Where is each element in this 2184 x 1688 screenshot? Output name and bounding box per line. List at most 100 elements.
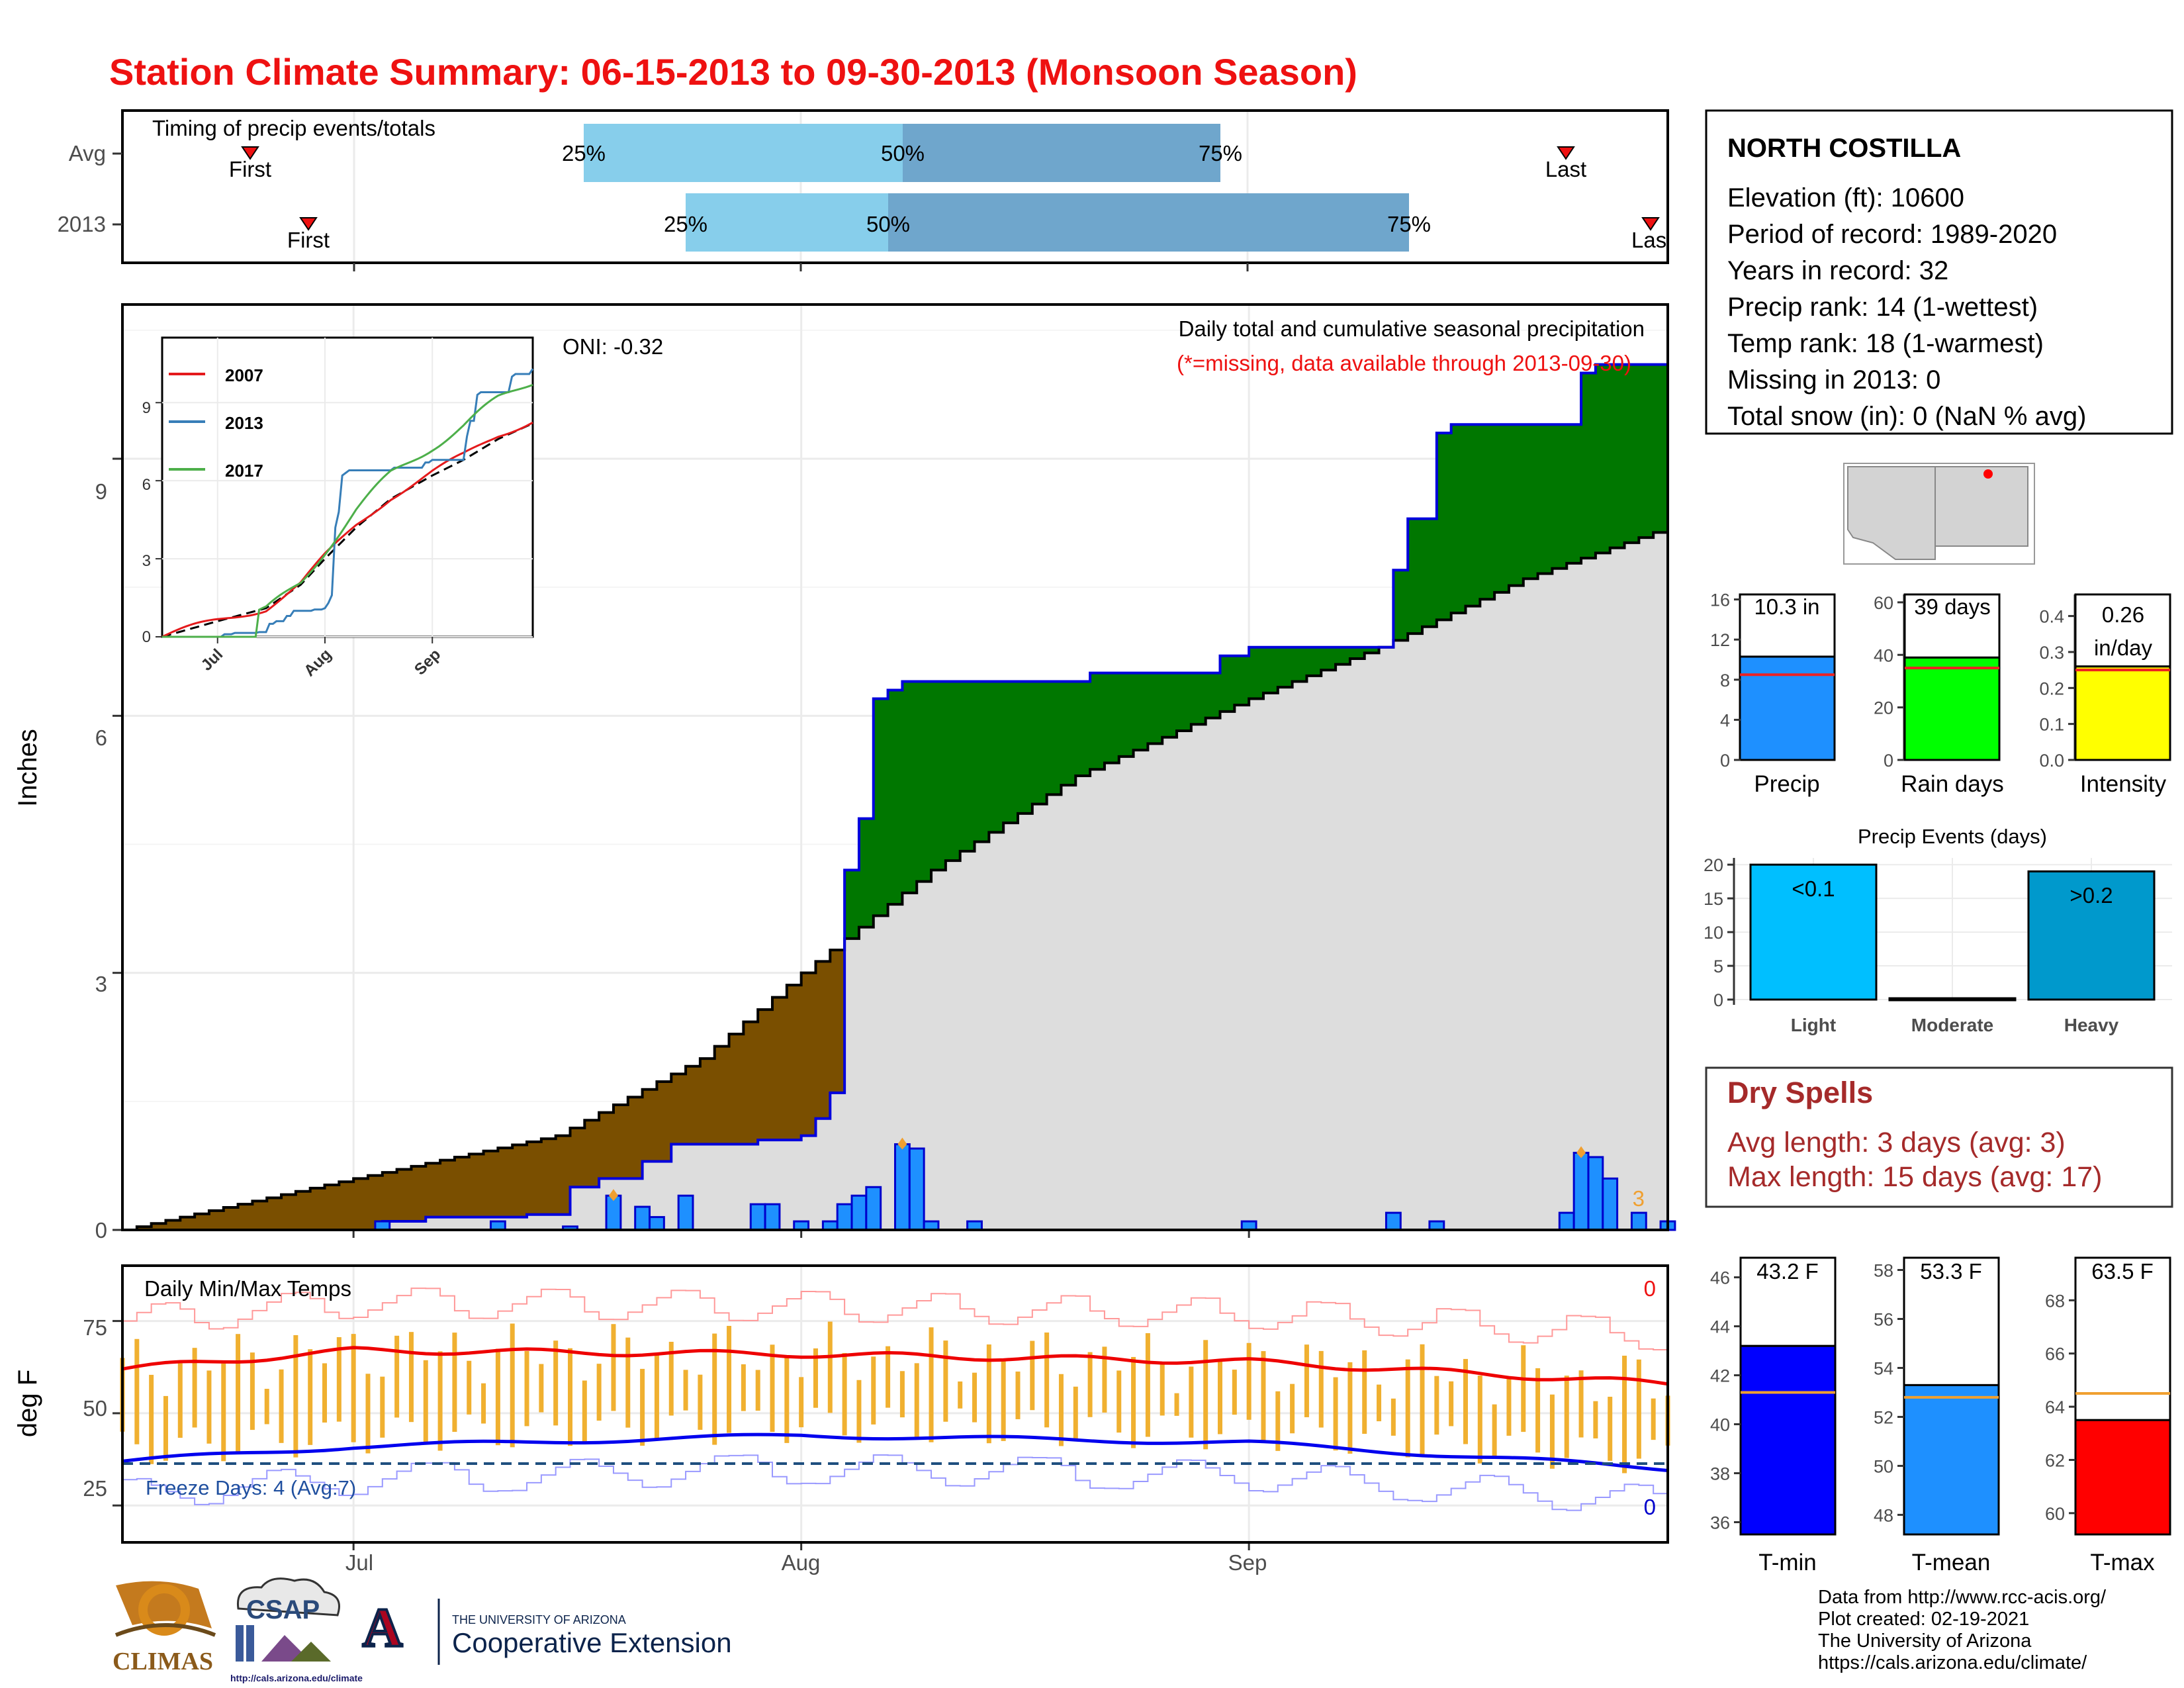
csap-url: http://cals.arizona.edu/climate bbox=[230, 1673, 363, 1683]
timing-row-avg: Avg bbox=[69, 141, 106, 165]
daily-temp-bar bbox=[1622, 1355, 1627, 1474]
temp-panel: Daily Min/Max Temps 0 0 Freeze Days: 4 (… bbox=[13, 1264, 1670, 1575]
daily-temp-bar bbox=[1492, 1404, 1497, 1458]
dry-spells-box: Dry Spells Avg length: 3 days (avg: 3) M… bbox=[1705, 1066, 2173, 1208]
events-title: Precip Events (days) bbox=[1858, 825, 2047, 848]
daily-temp-bar bbox=[452, 1333, 457, 1432]
dry-spells-avg: Avg length: 3 days (avg: 3) bbox=[1727, 1127, 2066, 1158]
daily-temp-bar bbox=[539, 1364, 544, 1413]
daily-temp-bar bbox=[827, 1321, 833, 1413]
observed-cumulative-line bbox=[122, 347, 1669, 1231]
daily-max-marker bbox=[897, 1137, 907, 1150]
temp-bar-tick-label: 58 bbox=[1874, 1260, 1893, 1280]
temp-ytick-75: 75 bbox=[83, 1315, 107, 1340]
daily-temp-bar bbox=[134, 1338, 140, 1444]
daily-temp-bar bbox=[1362, 1350, 1367, 1434]
events-heavy-label: >0.2 bbox=[2070, 883, 2113, 908]
precip-summary-bars: 10.3 in 0 4 8 12 16 Precip 39 days 0 20 40 60 R… bbox=[1710, 590, 2171, 797]
daily-temp-bar bbox=[899, 1371, 905, 1418]
daily-precip-bar bbox=[634, 1205, 651, 1231]
daily-temp-bar bbox=[1261, 1351, 1266, 1443]
avg-tmax-line bbox=[122, 1346, 1668, 1386]
daily-temp-bar bbox=[423, 1360, 428, 1444]
daily-temp-bar bbox=[1058, 1374, 1064, 1446]
daily-temp-bar bbox=[322, 1363, 328, 1423]
inset-avg-line bbox=[161, 422, 533, 638]
station-missing: Missing in 2013: 0 bbox=[1727, 365, 1940, 395]
y2013-q25-q50-bar bbox=[686, 193, 888, 252]
daily-temp-range-bars bbox=[120, 1321, 1670, 1474]
tmean-name: T-mean bbox=[1912, 1550, 1991, 1575]
daily-temp-bar bbox=[755, 1370, 760, 1411]
daily-temp-bar bbox=[712, 1333, 717, 1445]
ua-cooperative-extension-logo: A THE UNIVERSITY OF ARIZONA Cooperative … bbox=[359, 1596, 732, 1665]
daily-temp-bar bbox=[1087, 1352, 1093, 1417]
inset-line-2007 bbox=[161, 421, 533, 638]
summary-tick-label: 12 bbox=[1710, 630, 1730, 650]
station-years: Years in record: 32 bbox=[1727, 256, 1948, 285]
daily-temp-bar bbox=[1304, 1344, 1309, 1417]
events-tick-label: 10 bbox=[1704, 923, 1723, 943]
daily-temp-bar bbox=[668, 1342, 674, 1416]
daily-temp-bar bbox=[640, 1368, 645, 1446]
csap-logo-text: CSAP bbox=[246, 1595, 320, 1624]
events-cat-light: Light bbox=[1791, 1015, 1836, 1035]
temp-bar-tick-label: 48 bbox=[1874, 1505, 1893, 1525]
daily-temp-bar bbox=[1333, 1377, 1338, 1451]
dry-spells-title: Dry Spells bbox=[1727, 1076, 1873, 1109]
summary-tick-label: 0.4 bbox=[2039, 607, 2064, 627]
daily-temp-bar bbox=[250, 1352, 255, 1430]
daily-precip-bar bbox=[677, 1194, 694, 1231]
daily-temp-bar bbox=[871, 1356, 876, 1425]
page-title: Station Climate Summary: 06-15-2013 to 0… bbox=[109, 51, 1357, 93]
daily-temp-bar bbox=[206, 1370, 212, 1444]
avg-last-label: Last bbox=[1545, 157, 1586, 181]
y2013-last-marker bbox=[1641, 217, 1660, 231]
temp-bar-tick-label: 62 bbox=[2045, 1450, 2065, 1470]
summary-tick-label: 0.1 bbox=[2039, 715, 2064, 735]
daily-temp-bar bbox=[293, 1335, 298, 1458]
daily-temp-bar bbox=[467, 1360, 472, 1415]
precip-y-label: Inches bbox=[13, 729, 42, 807]
summary-tick-label: 60 bbox=[1874, 593, 1893, 613]
y2013-q50-label: 50% bbox=[866, 212, 910, 236]
daily-temp-bar bbox=[596, 1364, 602, 1421]
daily-temp-bar bbox=[1030, 1340, 1035, 1411]
daily-temp-bar bbox=[1636, 1359, 1641, 1459]
tmean-label: 53.3 F bbox=[1920, 1259, 1982, 1284]
daily-temp-bar bbox=[625, 1337, 631, 1428]
daily-temp-bar bbox=[394, 1335, 400, 1418]
rain-days-name: Rain days bbox=[1901, 771, 2004, 797]
daily-temp-bar bbox=[553, 1340, 559, 1426]
daily-temp-bar bbox=[1218, 1361, 1223, 1434]
y2013-first-marker bbox=[299, 217, 318, 231]
daily-temp-bar bbox=[1564, 1376, 1569, 1458]
temp-bar-tick-label: 66 bbox=[2045, 1344, 2065, 1364]
daily-temp-bar bbox=[698, 1374, 703, 1430]
events-bar-heavy bbox=[2027, 870, 2156, 1001]
daily-temp-bar bbox=[1203, 1340, 1208, 1450]
precip-total-bar bbox=[1739, 655, 1836, 761]
daily-temp-bar bbox=[1174, 1393, 1179, 1416]
daily-temp-bar bbox=[842, 1352, 847, 1436]
daily-temp-bar bbox=[1001, 1359, 1006, 1441]
daily-temp-bar bbox=[1463, 1358, 1468, 1444]
daily-temp-bar bbox=[495, 1348, 500, 1446]
credits: Data from http://www.rcc-acis.org/ Plot … bbox=[1818, 1587, 2107, 1673]
daily-temp-bar bbox=[1131, 1356, 1136, 1448]
daily-temp-bar bbox=[408, 1332, 414, 1423]
oni-label: ONI: -0.32 bbox=[563, 334, 663, 359]
daily-temp-bar bbox=[1434, 1376, 1439, 1435]
intensity-bar-chart: 0.26 in/day 0.0 0.1 0.2 0.3 0.4 Intensity bbox=[2039, 593, 2171, 797]
daily-temp-bar bbox=[886, 1346, 891, 1408]
daily-temp-bar bbox=[1318, 1350, 1324, 1428]
precip-ytick-9: 9 bbox=[95, 479, 107, 504]
daily-temp-bar bbox=[365, 1374, 371, 1454]
daily-precip-bar bbox=[1385, 1211, 1402, 1231]
precip-ytick-6: 6 bbox=[95, 726, 107, 750]
station-snow: Total snow (in): 0 (NaN % avg) bbox=[1727, 402, 2086, 431]
avg-cumulative-line bbox=[122, 527, 1669, 1231]
timing-title: Timing of precip events/totals bbox=[152, 116, 435, 140]
daily-temp-bar bbox=[654, 1354, 659, 1438]
